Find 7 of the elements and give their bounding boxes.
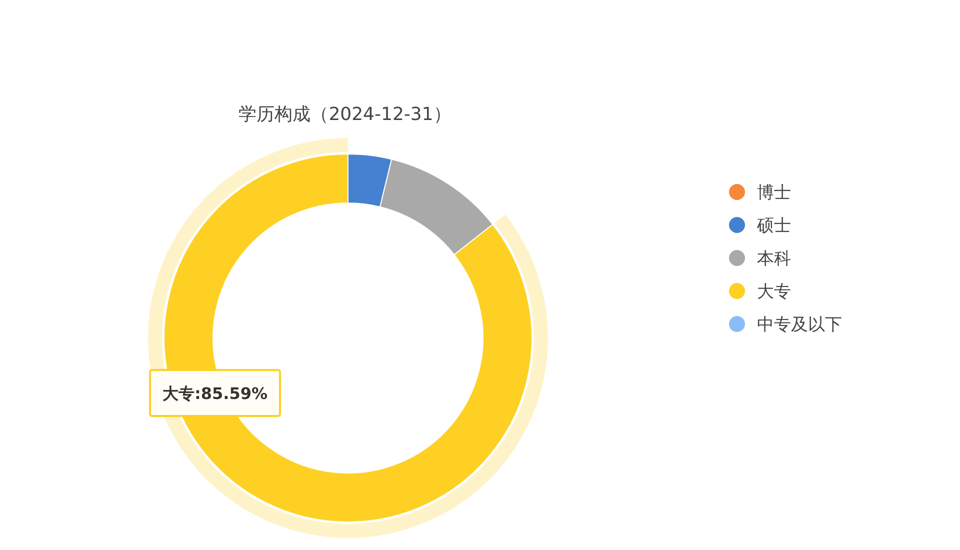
chart-title: 学历构成（2024-12-31） [238,104,452,125]
legend-label: 博士 [757,183,791,203]
legend-label: 大专 [757,282,791,302]
data-label: 大专:85.59% [162,384,268,403]
legend-label: 本科 [757,249,791,269]
legend-label: 硕士 [756,216,791,236]
legend-label: 中专及以下 [757,315,842,335]
